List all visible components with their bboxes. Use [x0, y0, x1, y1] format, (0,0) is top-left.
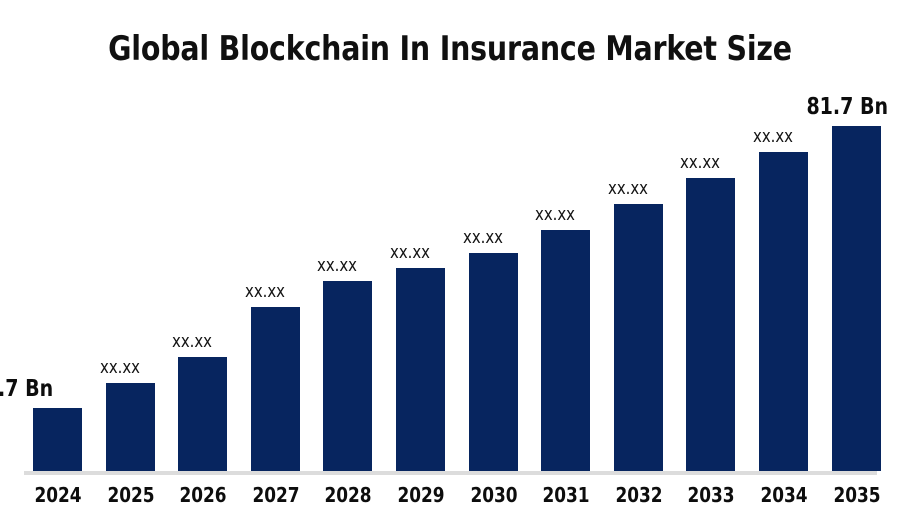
x-axis-tick-label: 2031	[542, 483, 590, 507]
bar-group[interactable]: xx.xx 2027	[240, 0, 313, 525]
bar-value-label: xx.xx	[535, 204, 576, 225]
bar[interactable]	[613, 204, 663, 471]
x-axis-tick-label: 2034	[760, 483, 808, 507]
bar-value-label: xx.xx	[244, 281, 285, 302]
bar-value-label: xx.xx	[99, 357, 140, 378]
x-axis-tick-label: 2025	[107, 483, 155, 507]
x-axis-tick-label: 2030	[470, 483, 518, 507]
bar[interactable]	[686, 178, 736, 471]
bar[interactable]	[831, 126, 881, 471]
bar-value-label: xx.xx	[172, 331, 213, 352]
x-axis-tick-label: 2028	[324, 483, 372, 507]
bar[interactable]	[250, 307, 300, 471]
bar-value-label: xx.xx	[753, 126, 793, 147]
bar-group[interactable]: xx.xx 2031	[530, 0, 603, 525]
bar-group[interactable]: xx.xx 2030	[458, 0, 531, 525]
x-axis-tick-label: 2026	[179, 483, 227, 507]
bar[interactable]	[541, 230, 591, 471]
x-axis-tick-label: 2024	[34, 483, 82, 507]
bar-group[interactable]: xx.xx 2033	[675, 0, 748, 525]
x-axis-line	[24, 471, 877, 475]
bar-value-label: xx.xx	[607, 178, 648, 199]
chart-title: Global Blockchain In Insurance Market Si…	[108, 29, 792, 69]
bar[interactable]	[33, 408, 82, 471]
bar-value-label: xx.xx	[390, 242, 430, 263]
bar[interactable]	[396, 268, 445, 471]
x-axis-tick-label: 2029	[397, 483, 445, 507]
bar-group[interactable]: xx.xx 2025	[95, 0, 168, 525]
bar-group[interactable]: 81.7 Bn 2035	[806, 0, 894, 525]
bar-group[interactable]: xx.xx 2032	[603, 0, 676, 525]
bar-value-label: xx.xx	[317, 255, 358, 276]
x-axis-tick-label: 2027	[252, 483, 300, 507]
bar-value-label: xx.xx	[462, 227, 503, 248]
bar-group[interactable]: xx.xx 2029	[385, 0, 458, 525]
bar-value-label: 81.7 Bn	[806, 94, 888, 120]
bar[interactable]	[759, 152, 808, 471]
bar-group[interactable]: 2.7 Bn 2024	[0, 0, 95, 525]
bar[interactable]	[468, 253, 518, 471]
bar[interactable]	[178, 357, 228, 471]
x-axis-tick-label: 2033	[687, 483, 735, 507]
bar-group[interactable]: xx.xx 2028	[312, 0, 385, 525]
x-axis-tick-label: 2035	[833, 483, 881, 507]
bar-group[interactable]: xx.xx 2026	[167, 0, 240, 525]
bar-value-label: xx.xx	[680, 152, 721, 173]
bar[interactable]	[105, 383, 155, 471]
x-axis-tick-label: 2032	[615, 483, 663, 507]
bar-group[interactable]: xx.xx 2034	[748, 0, 821, 525]
bar-value-label: 2.7 Bn	[0, 376, 54, 402]
bar[interactable]	[323, 281, 373, 471]
